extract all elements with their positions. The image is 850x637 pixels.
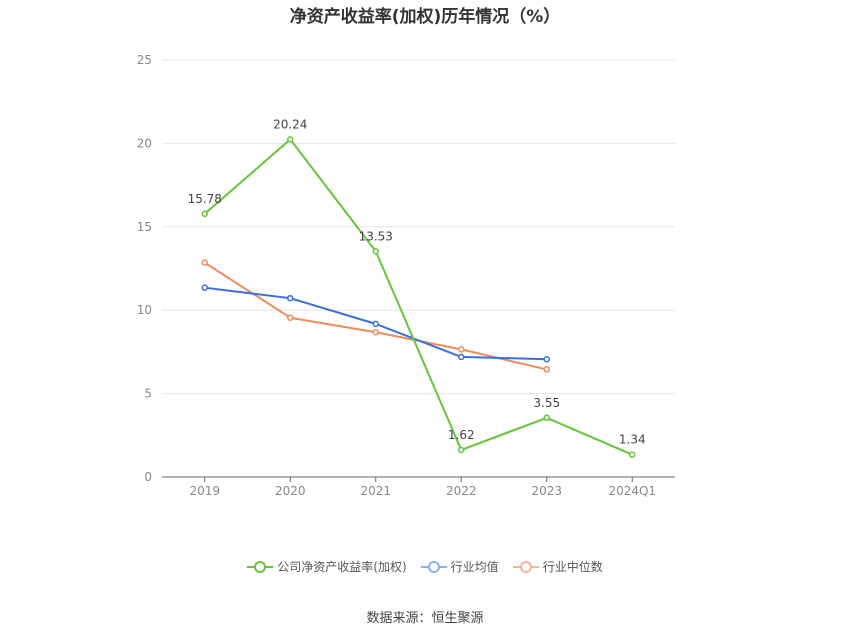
legend-item-industry-median[interactable]: 行业中位数 bbox=[512, 558, 603, 575]
data-label: 13.53 bbox=[359, 229, 393, 243]
data-point bbox=[543, 366, 550, 373]
y-tick-label: 0 bbox=[144, 470, 152, 484]
legend-item-industry-mean[interactable]: 行业均值 bbox=[420, 558, 499, 575]
y-tick-label: 10 bbox=[137, 303, 152, 317]
x-tick-label: 2019 bbox=[189, 484, 220, 498]
y-tick-label: 5 bbox=[144, 387, 152, 401]
data-point bbox=[543, 355, 550, 363]
y-axis-ticks: 0 5 10 15 20 25 bbox=[137, 53, 152, 484]
data-point bbox=[458, 346, 465, 353]
data-label: 1.62 bbox=[448, 428, 475, 442]
series-group bbox=[201, 136, 636, 458]
data-point bbox=[287, 314, 294, 321]
data-point bbox=[201, 259, 208, 266]
legend-item-company-roe[interactable]: 公司净资产收益率(加权) bbox=[247, 558, 407, 575]
data-point bbox=[458, 446, 465, 454]
data-point bbox=[372, 248, 379, 255]
data-point bbox=[287, 136, 294, 143]
legend-swatch-company bbox=[247, 560, 274, 574]
data-label: 20.24 bbox=[273, 117, 307, 131]
data-point bbox=[629, 451, 636, 458]
x-tick-label: 2021 bbox=[360, 484, 391, 498]
data-label: 15.78 bbox=[188, 192, 222, 206]
y-tick-label: 25 bbox=[137, 53, 152, 67]
x-tick-label: 2024Q1 bbox=[608, 484, 656, 498]
legend-swatch-mean bbox=[420, 560, 447, 574]
grid-lines bbox=[162, 59, 675, 395]
data-point bbox=[372, 328, 379, 336]
legend-label-median: 行业中位数 bbox=[542, 560, 603, 574]
data-point bbox=[201, 210, 208, 218]
legend-label-company: 公司净资产收益率(加权) bbox=[277, 560, 407, 574]
x-axis: 2019 2020 2021 2022 2023 2024Q1 bbox=[162, 476, 675, 498]
data-source: 数据来源：恒生聚源 bbox=[366, 611, 484, 626]
y-tick-label: 15 bbox=[137, 220, 152, 234]
data-point bbox=[543, 414, 550, 422]
data-label: 1.34 bbox=[619, 433, 646, 447]
data-point bbox=[201, 284, 208, 291]
series-line bbox=[204, 261, 547, 371]
data-labels: 15.78 20.24 13.53 1.62 3.55 1.34 bbox=[188, 117, 646, 446]
chart-title: 净资产收益率(加权)历年情况（%） bbox=[289, 7, 561, 27]
series-line bbox=[204, 138, 633, 456]
x-tick-label: 2022 bbox=[446, 484, 477, 498]
legend-label-mean: 行业均值 bbox=[450, 560, 499, 574]
x-tick-label: 2023 bbox=[531, 484, 562, 498]
y-tick-label: 20 bbox=[137, 136, 152, 150]
x-tick-label: 2020 bbox=[275, 484, 306, 498]
data-point bbox=[458, 353, 465, 361]
legend-swatch-median bbox=[512, 560, 539, 574]
data-label: 3.55 bbox=[533, 396, 560, 410]
legend: 公司净资产收益率(加权) 行业均值 行业中位数 bbox=[0, 558, 850, 575]
data-point bbox=[287, 294, 294, 302]
line-chart: 0 5 10 15 20 25 2019 2020 2021 2022 2023 2024Q1 15… bbox=[137, 53, 675, 498]
data-point bbox=[372, 320, 379, 328]
